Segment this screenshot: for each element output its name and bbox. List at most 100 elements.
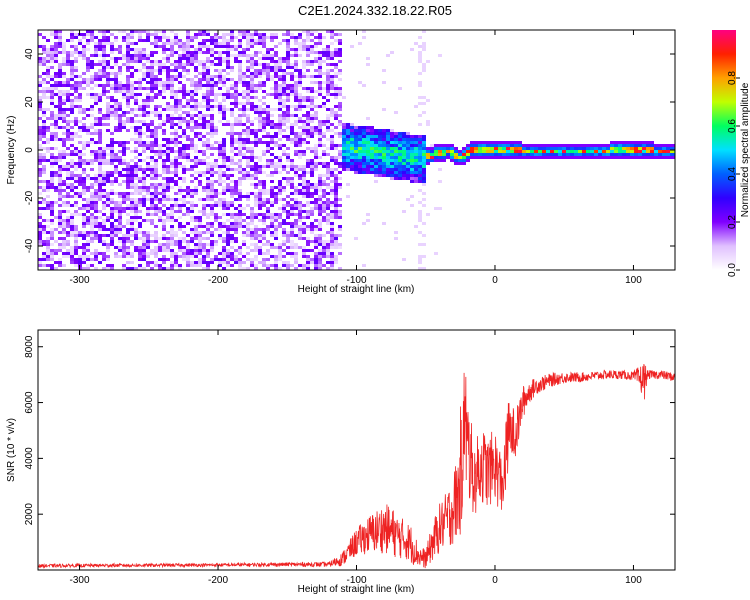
heatmap-cell	[122, 198, 126, 201]
heatmap-cell	[330, 201, 334, 204]
heatmap-cell	[214, 258, 218, 261]
heatmap-cell	[178, 150, 182, 153]
heatmap-cell	[174, 99, 178, 102]
heatmap-cell	[134, 114, 138, 117]
heatmap-cell	[278, 255, 282, 258]
heatmap-cell	[290, 48, 294, 51]
heatmap-cell	[198, 123, 202, 126]
heatmap-cell	[390, 177, 394, 180]
heatmap-cell	[642, 144, 646, 147]
heatmap-cell	[446, 150, 450, 153]
heatmap-cell	[194, 243, 198, 246]
heatmap-cell	[278, 123, 282, 126]
heatmap-cell	[290, 138, 294, 141]
heatmap-cell	[514, 156, 518, 159]
heatmap-cell	[54, 48, 58, 51]
heatmap-cell	[66, 168, 70, 171]
heatmap-cell	[482, 141, 486, 144]
heatmap-cell	[166, 69, 170, 72]
heatmap-cell	[54, 57, 58, 60]
heatmap-cell	[246, 135, 250, 138]
heatmap-cell	[326, 84, 330, 87]
heatmap-cell	[454, 153, 458, 156]
heatmap-cell	[318, 33, 322, 36]
heatmap-cell	[206, 99, 210, 102]
heatmap-cell	[234, 186, 238, 189]
heatmap-cell	[198, 174, 202, 177]
heatmap-cell	[74, 162, 78, 165]
heatmap-cell	[586, 156, 590, 159]
heatmap-cell	[326, 198, 330, 201]
heatmap-cell	[186, 72, 190, 75]
heatmap-cell	[122, 141, 126, 144]
heatmap-cell	[66, 51, 70, 54]
heatmap-cell	[38, 237, 42, 240]
heatmap-cell	[174, 210, 178, 213]
heatmap-cell	[270, 264, 274, 267]
heatmap-cell	[250, 120, 254, 123]
heatmap-cell	[110, 189, 114, 192]
heatmap-cell	[202, 114, 206, 117]
heatmap-cell	[150, 111, 154, 114]
heatmap-cell	[102, 51, 106, 54]
heatmap-cell	[254, 213, 258, 216]
heatmap-cell	[358, 168, 362, 171]
heatmap-cell	[334, 114, 338, 117]
heatmap-cell	[166, 102, 170, 105]
heatmap-cell	[106, 123, 110, 126]
heatmap-cell	[38, 105, 42, 108]
heatmap-cell	[186, 138, 190, 141]
heatmap-cell	[330, 240, 334, 243]
heatmap-cell	[178, 210, 182, 213]
heatmap-cell	[270, 162, 274, 165]
heatmap-cell	[50, 252, 54, 255]
heatmap-cell	[298, 264, 302, 267]
heatmap-cell	[118, 126, 122, 129]
heatmap-cell	[230, 141, 234, 144]
heatmap-cell	[174, 135, 178, 138]
heatmap-cell	[230, 45, 234, 48]
heatmap-cell	[194, 228, 198, 231]
heatmap-cell	[186, 222, 190, 225]
heatmap-cell	[234, 216, 238, 219]
heatmap-cell	[122, 180, 126, 183]
heatmap-cell	[166, 54, 170, 57]
heatmap-cell	[318, 219, 322, 222]
heatmap-cell	[130, 138, 134, 141]
heatmap-cell	[314, 36, 318, 39]
heatmap-cell	[334, 132, 338, 135]
heatmap-cell	[182, 153, 186, 156]
heatmap-cell	[94, 258, 98, 261]
heatmap-cell	[254, 30, 258, 33]
heatmap-cell	[318, 225, 322, 228]
heatmap-cell	[434, 159, 438, 162]
heatmap-cell	[126, 66, 130, 69]
heatmap-cell	[530, 144, 534, 147]
heatmap-cell	[326, 126, 330, 129]
heatmap-cell	[226, 39, 230, 42]
heatmap-cell	[382, 162, 386, 165]
heatmap-cell	[326, 252, 330, 255]
heatmap-cell	[402, 177, 406, 180]
heatmap-cell	[342, 141, 346, 144]
heatmap-cell	[94, 99, 98, 102]
heatmap-cell	[386, 141, 390, 144]
heatmap-cell	[210, 174, 214, 177]
heatmap-cell	[58, 177, 62, 180]
heatmap-cell	[346, 165, 350, 168]
heatmap-cell	[146, 261, 150, 264]
heatmap-cell	[242, 93, 246, 96]
heatmap-cell	[130, 54, 134, 57]
heatmap-cell	[622, 144, 626, 147]
heatmap-cell	[114, 168, 118, 171]
heatmap-cell	[258, 36, 262, 39]
heatmap-cell	[186, 144, 190, 147]
heatmap-cell	[242, 240, 246, 243]
heatmap-cell	[190, 180, 194, 183]
heatmap-cell	[330, 267, 334, 270]
heatmap-cell	[282, 39, 286, 42]
heatmap-cell	[442, 153, 446, 156]
heatmap-cell	[194, 231, 198, 234]
heatmap-cell	[350, 150, 354, 153]
heatmap-cell	[162, 63, 166, 66]
